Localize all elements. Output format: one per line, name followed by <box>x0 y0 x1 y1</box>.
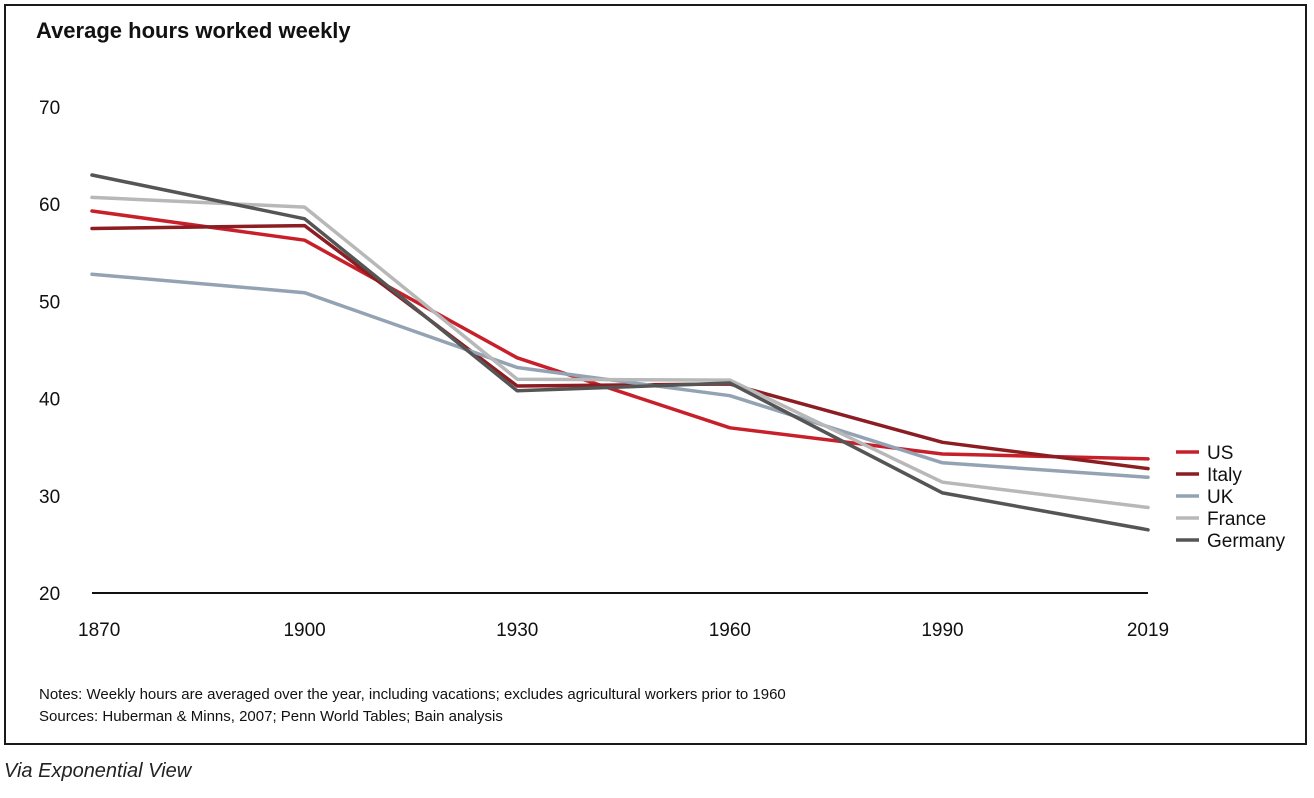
y-tick-label: 40 <box>39 390 60 411</box>
chart-notes: Notes: Weekly hours are averaged over th… <box>39 684 786 728</box>
series-line-germany <box>90 173 1150 532</box>
y-axis-ticks: 20 30 40 50 60 70 <box>39 98 60 605</box>
series-lines <box>90 173 1150 532</box>
series-line-france <box>90 195 1150 510</box>
y-tick-label: 30 <box>39 487 60 508</box>
x-tick-label: 1990 <box>921 620 963 641</box>
notes-line: Notes: Weekly hours are averaged over th… <box>39 686 786 703</box>
sources-line: Sources: Huberman & Minns, 2007; Penn Wo… <box>39 708 503 725</box>
x-tick-label: 1930 <box>496 620 538 641</box>
x-tick-label: 1900 <box>283 620 325 641</box>
x-tick-label: 1960 <box>709 620 751 641</box>
chart-title: Average hours worked weekly <box>36 18 351 43</box>
x-tick-label: 2019 <box>1127 620 1169 641</box>
x-axis-ticks: 1870 1900 1930 1960 1990 2019 <box>78 620 1169 641</box>
series-line-italy <box>90 223 1150 471</box>
legend-label-us: US <box>1207 443 1233 464</box>
y-tick-label: 50 <box>39 292 60 313</box>
y-tick-label: 20 <box>39 584 60 605</box>
legend-label-germany: Germany <box>1207 531 1286 552</box>
legend-label-italy: Italy <box>1207 465 1242 486</box>
y-tick-label: 70 <box>39 98 60 119</box>
image-caption: Via Exponential View <box>4 760 192 782</box>
x-tick-label: 1870 <box>78 620 120 641</box>
legend-label-uk: UK <box>1207 487 1234 508</box>
chart-frame <box>4 4 1307 745</box>
y-tick-label: 60 <box>39 195 60 216</box>
series-line-uk <box>90 272 1150 480</box>
series-line-us <box>90 209 1150 461</box>
legend-label-france: France <box>1207 509 1266 530</box>
